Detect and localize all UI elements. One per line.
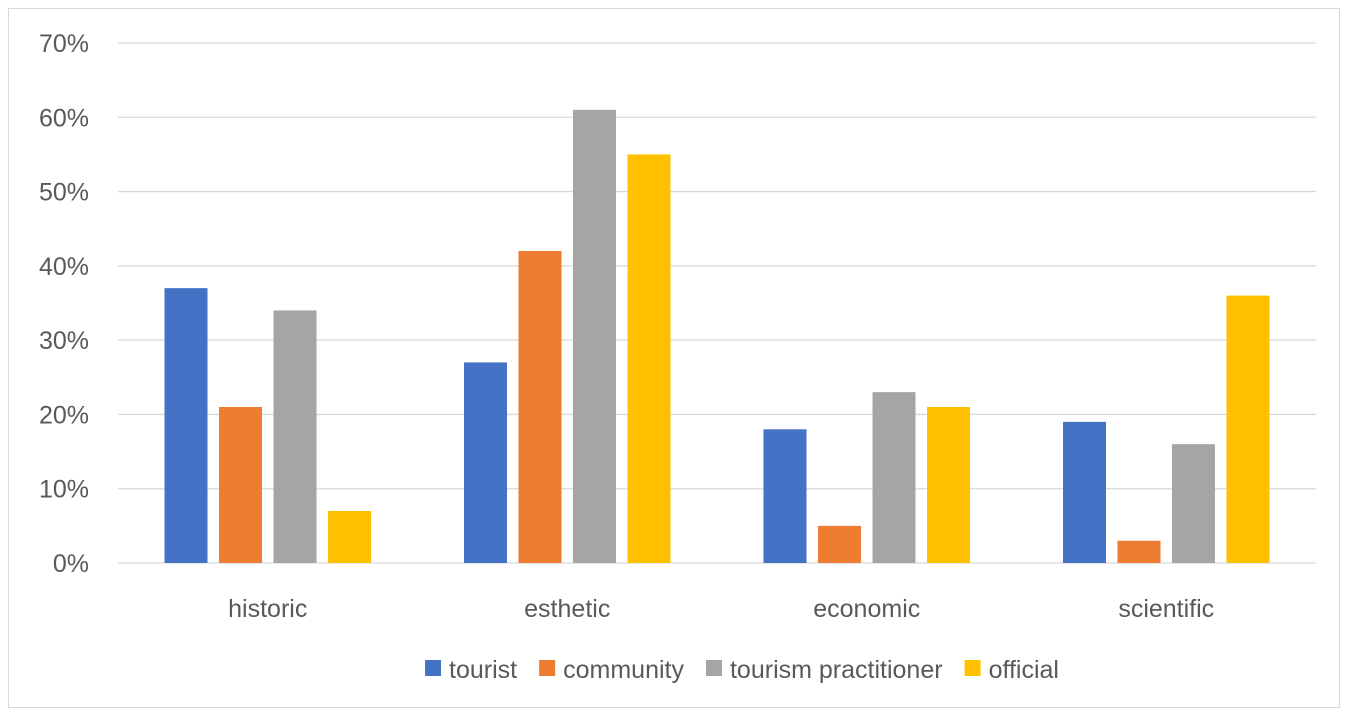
bar-official-historic: [328, 511, 371, 563]
bar-tourist-esthetic: [464, 362, 507, 563]
legend-swatch-community: [539, 660, 556, 676]
bar-tourism-practitioner-scientific: [1172, 444, 1215, 563]
legend-swatch-tourism-practitioner: [705, 660, 722, 676]
legend-label: tourism practitioner: [730, 656, 943, 684]
x-category-label: historic: [228, 595, 307, 623]
gridlines: [118, 42, 1316, 564]
chart-frame: [8, 8, 1340, 708]
y-tick-label: 50%: [39, 179, 89, 207]
bar-community-historic: [219, 407, 262, 563]
legend-label: tourist: [449, 656, 517, 684]
bar-tourism-practitioner-economic: [872, 392, 916, 563]
bar-official-esthetic: [627, 154, 671, 563]
legend: tourist community tourism practitioner offi…: [425, 656, 1059, 684]
bar-community-economic: [818, 525, 861, 563]
legend-label: community: [563, 656, 684, 684]
y-tick-label: 10%: [39, 476, 89, 504]
bar-chart: 0% 10% 20% 30% 40% 50% 60% 70% historic esthetic…: [39, 30, 1316, 684]
y-tick-label: 30%: [39, 327, 89, 355]
bar-community-esthetic: [518, 251, 562, 563]
legend-swatch-official: [964, 660, 981, 676]
bar-tourism-practitioner-esthetic: [573, 109, 616, 563]
bar-official-economic: [927, 407, 970, 563]
bar-community-scientific: [1117, 540, 1161, 563]
y-tick-label: 60%: [39, 104, 89, 132]
legend-label: official: [989, 656, 1059, 684]
x-category-label: scientific: [1118, 595, 1214, 623]
y-tick-label: 0%: [53, 550, 89, 578]
x-axis-categories: historic esthetic economic scientific: [228, 595, 1214, 623]
y-axis-ticks: 0% 10% 20% 30% 40% 50% 60% 70%: [39, 30, 89, 578]
legend-swatch-tourist: [425, 660, 442, 676]
bar-tourist-economic: [763, 429, 807, 563]
y-tick-label: 20%: [39, 401, 89, 429]
y-tick-label: 40%: [39, 253, 89, 281]
bars: [164, 109, 1270, 563]
bar-tourist-historic: [164, 288, 208, 563]
bar-tourist-scientific: [1063, 421, 1106, 563]
x-category-label: economic: [813, 595, 920, 623]
bar-official-scientific: [1226, 295, 1270, 563]
y-tick-label: 70%: [39, 30, 89, 58]
x-category-label: esthetic: [524, 595, 610, 623]
bar-tourism-practitioner-historic: [273, 310, 317, 563]
